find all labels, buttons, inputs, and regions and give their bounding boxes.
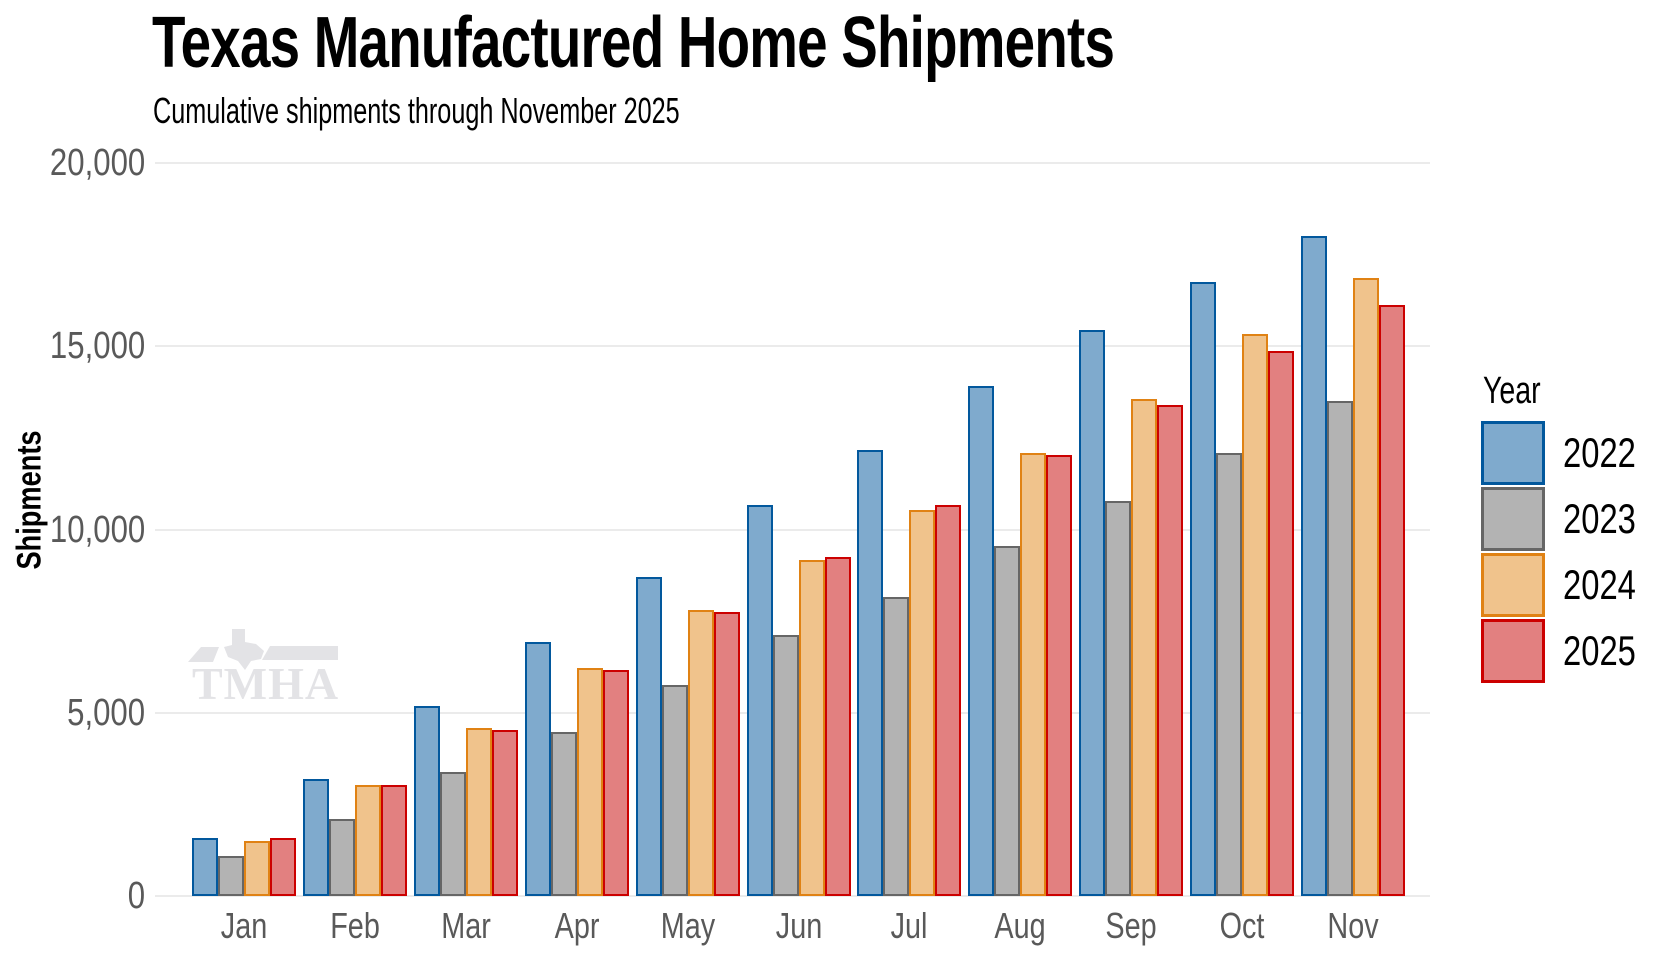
- bar-2024-feb[interactable]: [355, 785, 381, 896]
- legend-title: Year: [1483, 370, 1560, 413]
- bar-2022-jun[interactable]: [747, 505, 773, 896]
- x-tick-label-aug: Aug: [994, 905, 1046, 946]
- bar-2024-may[interactable]: [688, 610, 714, 896]
- watermark-text: TMHA: [192, 658, 339, 702]
- gridline-20000: [155, 162, 1430, 164]
- bar-2023-nov[interactable]: [1327, 401, 1353, 896]
- gridline-15000: [155, 345, 1430, 347]
- chart-title: Texas Manufactured Home Shipments: [152, 3, 1418, 83]
- gridline-0: [155, 895, 1430, 897]
- bar-2022-jul[interactable]: [857, 450, 883, 896]
- y-tick-label-15000: 15,000: [49, 325, 145, 367]
- bar-2025-jul[interactable]: [935, 505, 961, 896]
- bar-2024-apr[interactable]: [577, 668, 603, 896]
- bar-2022-jan[interactable]: [192, 838, 218, 896]
- legend-swatch-2024[interactable]: [1481, 553, 1545, 617]
- bar-2025-apr[interactable]: [603, 670, 629, 896]
- bar-2024-jan[interactable]: [244, 841, 270, 896]
- bar-2023-aug[interactable]: [994, 546, 1020, 896]
- bar-2022-nov[interactable]: [1301, 236, 1327, 896]
- x-tick-label-jul: Jul: [890, 905, 928, 946]
- legend-label-2023: 2023: [1563, 495, 1636, 542]
- bar-2024-oct[interactable]: [1242, 334, 1268, 896]
- x-tick-label-sep: Sep: [1105, 905, 1157, 946]
- bar-2023-jul[interactable]: [883, 597, 909, 896]
- x-tick-label-jun: Jun: [775, 905, 823, 946]
- bar-2022-oct[interactable]: [1190, 282, 1216, 896]
- bar-2025-sep[interactable]: [1157, 405, 1183, 896]
- bar-2025-feb[interactable]: [381, 785, 407, 896]
- legend-swatch-2025[interactable]: [1481, 619, 1545, 683]
- legend-label-2025: 2025: [1563, 627, 1636, 674]
- bar-2024-jun[interactable]: [799, 560, 825, 896]
- bar-2022-sep[interactable]: [1079, 330, 1105, 896]
- bar-2022-may[interactable]: [636, 577, 662, 896]
- y-tick-label-0: 0: [127, 875, 145, 917]
- bar-2024-aug[interactable]: [1020, 453, 1046, 896]
- tmha-watermark-logo: TMHA: [188, 629, 339, 702]
- watermark-roof-left: [188, 647, 219, 662]
- bar-2025-jan[interactable]: [270, 838, 296, 896]
- bar-2023-jun[interactable]: [773, 635, 799, 896]
- y-tick-label-10000: 10,000: [49, 509, 145, 551]
- watermark-texas-shape: [224, 629, 264, 670]
- legend-item-2025[interactable]: 2025: [1481, 619, 1660, 683]
- chart-subtitle-text: Cumulative shipments through November 20…: [153, 90, 680, 131]
- x-tick-label-mar: Mar: [441, 905, 491, 946]
- bar-2025-oct[interactable]: [1268, 351, 1294, 896]
- x-tick-label-oct: Oct: [1219, 905, 1265, 946]
- legend-item-2022[interactable]: 2022: [1481, 421, 1660, 485]
- legend-item-2023[interactable]: 2023: [1481, 487, 1660, 551]
- legend-label-2024: 2024: [1563, 561, 1636, 608]
- legend-swatch-2022[interactable]: [1481, 421, 1545, 485]
- legend-item-2024[interactable]: 2024: [1481, 553, 1660, 617]
- bar-2025-nov[interactable]: [1379, 305, 1405, 896]
- x-tick-label-jan: Jan: [220, 905, 268, 946]
- watermark-roof-right: [262, 646, 338, 660]
- bar-2022-mar[interactable]: [414, 706, 440, 896]
- bar-2024-mar[interactable]: [466, 728, 492, 896]
- bar-2025-aug[interactable]: [1046, 455, 1072, 896]
- bar-2022-apr[interactable]: [525, 642, 551, 896]
- bar-2023-apr[interactable]: [551, 732, 577, 896]
- bar-2024-nov[interactable]: [1353, 278, 1379, 896]
- bar-2023-mar[interactable]: [440, 772, 466, 896]
- legend-label-2022: 2022: [1563, 429, 1636, 476]
- bar-2023-may[interactable]: [662, 685, 688, 896]
- chart-title-text: Texas Manufactured Home Shipments: [152, 3, 1115, 83]
- bar-2023-jan[interactable]: [218, 856, 244, 896]
- bar-2023-oct[interactable]: [1216, 453, 1242, 896]
- bar-2024-jul[interactable]: [909, 510, 935, 896]
- x-tick-label-apr: Apr: [554, 905, 600, 946]
- x-tick-label-nov: Nov: [1327, 905, 1379, 946]
- bar-2025-mar[interactable]: [492, 730, 518, 896]
- gridline-10000: [155, 529, 1430, 531]
- bar-2022-aug[interactable]: [968, 386, 994, 896]
- bar-2024-sep[interactable]: [1131, 399, 1157, 896]
- y-tick-label-20000: 20,000: [49, 142, 145, 184]
- chart-subtitle: Cumulative shipments through November 20…: [153, 92, 905, 130]
- bar-2023-feb[interactable]: [329, 819, 355, 896]
- bar-2025-may[interactable]: [714, 612, 740, 896]
- legend-title-text: Year: [1483, 370, 1541, 412]
- bar-2025-jun[interactable]: [825, 557, 851, 896]
- bar-2022-feb[interactable]: [303, 779, 329, 896]
- bar-2023-sep[interactable]: [1105, 501, 1131, 896]
- legend-swatch-2023[interactable]: [1481, 487, 1545, 551]
- x-tick-label-feb: Feb: [330, 905, 380, 946]
- y-tick-label-5000: 5,000: [67, 692, 145, 734]
- x-tick-label-may: May: [660, 905, 716, 946]
